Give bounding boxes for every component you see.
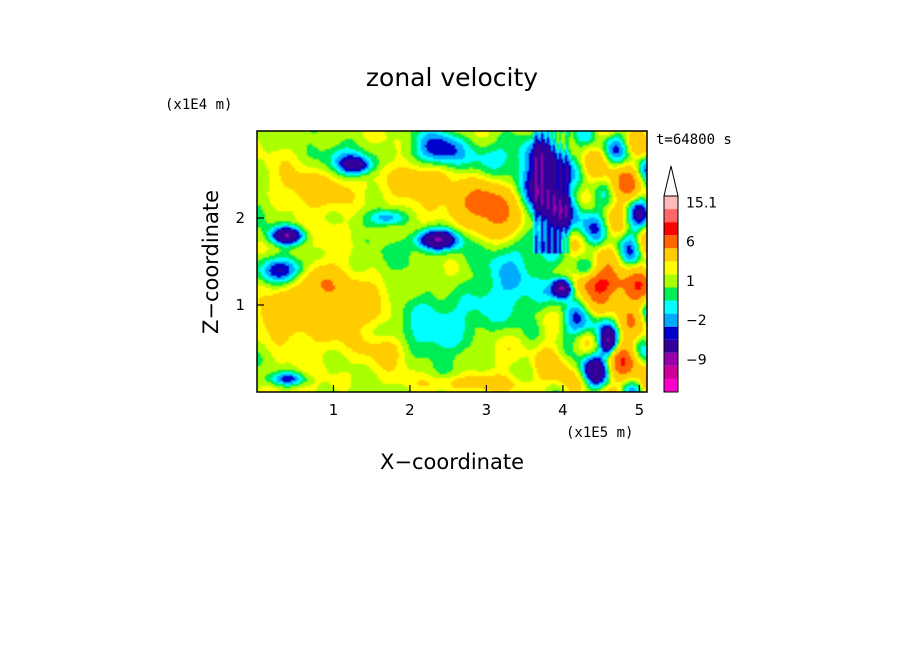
colorbar-band-13 [664, 209, 678, 223]
x-tick-label-3: 4 [558, 401, 568, 419]
y-axis: 12 [235, 209, 264, 314]
plot-area [256, 130, 648, 393]
colorbar-extend-arrow [663, 165, 679, 197]
x-tick-label-1: 2 [405, 401, 415, 419]
colorbar-band-14 [664, 196, 678, 210]
plot-frame [256, 130, 648, 393]
chart-title: zonal velocity [366, 63, 538, 92]
y-tick-label-0: 1 [235, 296, 245, 314]
colorbar-band-4 [664, 326, 678, 340]
x-unit-label: (x1E5 m) [566, 425, 633, 441]
colorbar-band-2 [664, 352, 678, 366]
colorbar-band-5 [664, 313, 678, 327]
velocity-field [257, 131, 647, 392]
colorbar-band-3 [664, 339, 678, 353]
colorbar-band-6 [664, 300, 678, 314]
colorbar-band-11 [664, 235, 678, 249]
colorbar-band-10 [664, 248, 678, 262]
colorbar-label-3: −2 [686, 313, 707, 329]
x-tick-label-2: 3 [482, 401, 492, 419]
y-unit-label: (x1E4 m) [165, 97, 232, 113]
colorbar-band-12 [664, 222, 678, 236]
y-axis-label: Z−coordinate [199, 190, 223, 334]
x-tick-label-4: 5 [635, 401, 645, 419]
colorbar-label-4: −9 [686, 352, 707, 368]
time-label: t=64800 s [656, 132, 732, 148]
colorbar-label-2: 1 [686, 274, 695, 290]
colorbar: 15.1 6 1 −2 −9 [663, 165, 717, 393]
colorbar-band-9 [664, 261, 678, 275]
colorbar-band-1 [664, 365, 678, 379]
colorbar-label-0: 15.1 [686, 196, 717, 212]
colorbar-label-1: 6 [686, 235, 695, 251]
colorbar-band-7 [664, 287, 678, 301]
x-axis: 1 2 3 4 5 [329, 385, 644, 419]
colorbar-frame [663, 195, 679, 393]
colorbar-band-0 [664, 378, 678, 392]
y-tick-label-1: 2 [235, 209, 245, 227]
colorbar-band-8 [664, 274, 678, 288]
x-axis-label: X−coordinate [380, 450, 524, 474]
x-tick-label-0: 1 [329, 401, 339, 419]
